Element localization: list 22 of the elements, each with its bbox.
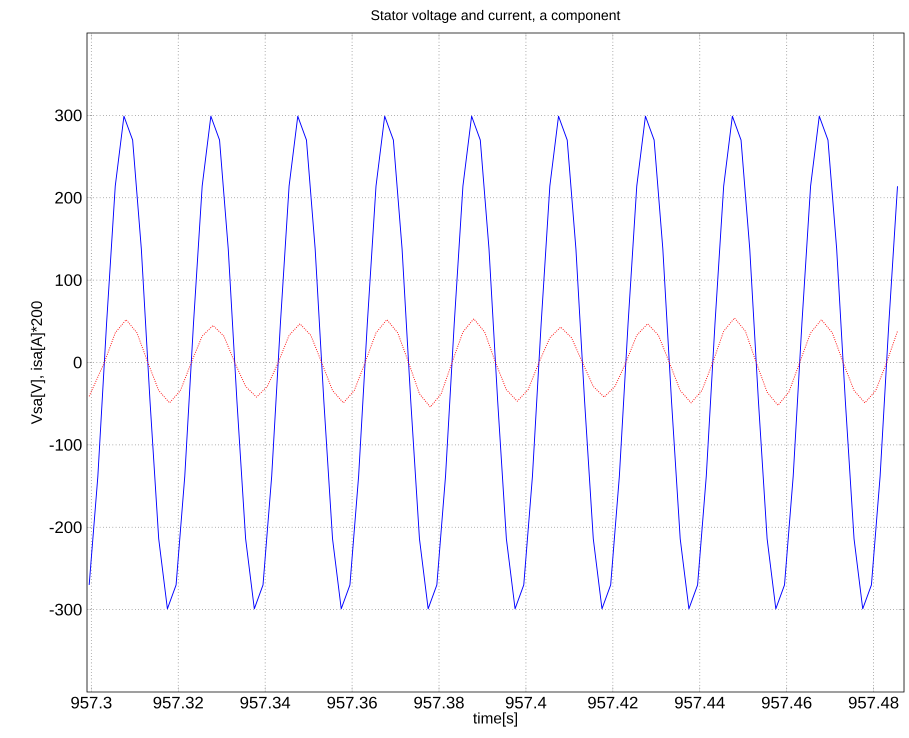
x-axis-title: time[s] bbox=[473, 712, 517, 727]
x-tick-label: 957.44 bbox=[675, 696, 725, 709]
y-tick-label: 200 bbox=[55, 192, 82, 204]
x-tick-label: 957.34 bbox=[240, 696, 290, 709]
y-tick-label: -100 bbox=[50, 438, 82, 451]
x-tick-label: 957.48 bbox=[848, 696, 898, 709]
y-tick-label: 300 bbox=[55, 109, 82, 122]
x-tick-label: 957.38 bbox=[414, 696, 464, 709]
x-tick-label: 957.32 bbox=[154, 696, 203, 709]
x-tick-label: 957.36 bbox=[327, 696, 377, 709]
x-tick-label: 957.42 bbox=[588, 696, 638, 709]
x-tick-label: 957.3 bbox=[71, 696, 112, 709]
x-tick-label: 957.4 bbox=[506, 696, 546, 709]
y-tick-label: 100 bbox=[56, 274, 82, 286]
y-axis-title: Vsa[V], isa[A]*200 bbox=[30, 301, 46, 424]
line-series bbox=[88, 318, 898, 408]
x-tick-label: 957.46 bbox=[762, 696, 812, 709]
chart-title: Stator voltage and current, a component bbox=[371, 10, 620, 23]
y-tick-label: 0 bbox=[74, 356, 82, 368]
y-tick-label: -200 bbox=[50, 521, 82, 534]
line-series bbox=[88, 116, 898, 610]
y-tick-label: -300 bbox=[50, 604, 82, 616]
